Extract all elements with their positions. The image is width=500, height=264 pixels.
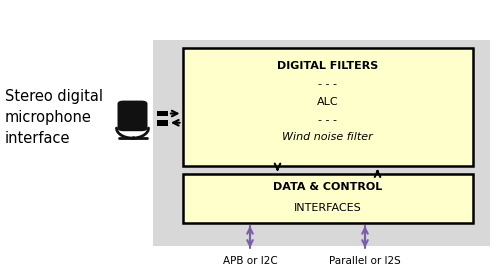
Text: APB or I2C
control interface: APB or I2C control interface (207, 256, 293, 264)
Text: INTERFACES: INTERFACES (294, 203, 362, 213)
Text: Wind noise filter: Wind noise filter (282, 132, 373, 142)
Text: - - -: - - - (318, 79, 337, 89)
Text: - - -: - - - (318, 115, 337, 125)
Bar (182, 174, 472, 223)
Text: DATA & CONTROL: DATA & CONTROL (273, 182, 382, 192)
Text: ALC: ALC (316, 97, 338, 107)
Text: Stereo digital
microphone
interface: Stereo digital microphone interface (5, 89, 103, 146)
Bar (152, 40, 490, 246)
Text: Parallel or I2S
audio interface: Parallel or I2S audio interface (326, 256, 404, 264)
FancyBboxPatch shape (118, 101, 148, 131)
Text: DIGITAL FILTERS: DIGITAL FILTERS (277, 61, 378, 71)
Bar (182, 48, 472, 166)
Bar (157, 120, 168, 126)
Bar (157, 111, 168, 116)
